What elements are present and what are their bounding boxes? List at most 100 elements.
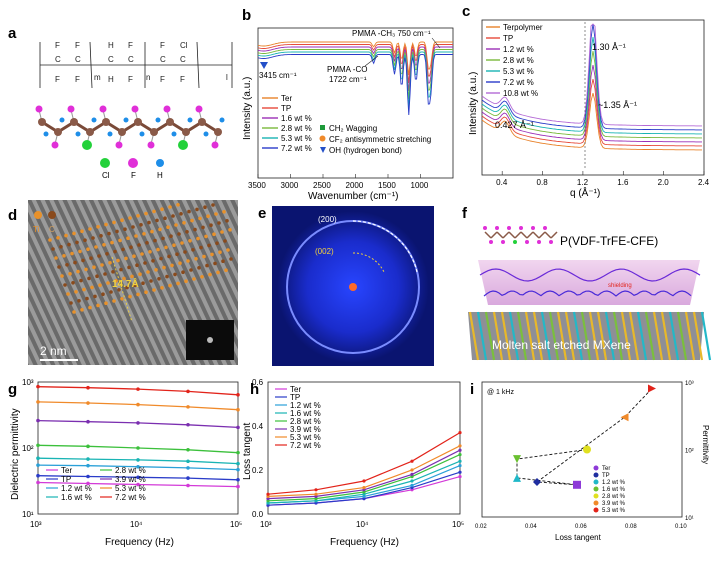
lattice-dot	[174, 223, 178, 227]
lattice-dot	[168, 283, 172, 288]
scatter-point	[620, 413, 629, 422]
lattice-dot	[119, 267, 123, 272]
x-axis-label-b: Wavenumber (cm⁻¹)	[308, 191, 398, 202]
lattice-dot	[112, 299, 116, 303]
data-point	[86, 419, 90, 424]
lattice-dot	[100, 263, 104, 267]
panel-label-d: d	[8, 207, 17, 224]
data-point	[362, 492, 366, 496]
lattice-dot	[197, 266, 201, 270]
atom-c	[118, 128, 126, 136]
lattice-dot	[65, 263, 69, 267]
svg-text:C: C	[75, 55, 81, 64]
anno-pmma-ch3: PMMA -CH₃ 750 cm⁻¹	[352, 29, 431, 38]
legend-label: TP	[602, 473, 610, 479]
lattice-dot	[160, 207, 164, 211]
tick-label-g: 10¹	[22, 510, 34, 519]
lattice-dot	[72, 310, 76, 314]
legend-label: 7.2 wt %	[503, 78, 534, 87]
lattice-dot	[224, 268, 228, 273]
lattice-dot	[193, 227, 197, 232]
lattice-dot	[152, 209, 156, 214]
lattice-dot	[87, 276, 91, 281]
lattice-dot	[136, 292, 140, 297]
tick-label-g: 10²	[22, 444, 34, 453]
lattice-dot	[115, 229, 119, 234]
marker-circle	[319, 135, 326, 142]
marker-legend-b: CH₂ Wagging CF₂ antisymmetric stretching O…	[319, 124, 431, 155]
tick-label-b: 2500	[313, 181, 331, 190]
atom-h	[139, 131, 145, 137]
tick-label-g: 10³	[22, 378, 34, 387]
svg-text:C: C	[160, 55, 166, 64]
atom-h	[203, 131, 209, 137]
svg-text:C: C	[128, 55, 134, 64]
c-label: C	[49, 225, 55, 234]
legend-label: Ter	[281, 94, 292, 103]
lattice-dot	[188, 239, 192, 243]
svg-text:C: C	[180, 55, 186, 64]
lattice-dot	[208, 272, 212, 277]
tick-label-h: 10⁴	[356, 520, 369, 529]
oh-marker	[260, 62, 268, 69]
atom-c	[38, 118, 46, 126]
lattice-dot	[134, 234, 138, 238]
data-point	[236, 477, 240, 482]
saxs-series	[481, 79, 702, 147]
lattice-dot	[71, 281, 75, 285]
lattice-dot	[211, 203, 215, 207]
tick-label-c: 0.4	[496, 178, 508, 187]
chain-bond	[496, 231, 504, 239]
saxs-series	[481, 65, 702, 143]
svg-text:H: H	[108, 75, 114, 84]
lattice-dot	[54, 256, 58, 260]
data-point	[362, 494, 366, 498]
tick-label-g: 10⁵	[230, 520, 242, 529]
mxene-rod	[668, 311, 680, 361]
y-axis-label-b: Intensity (a.u.)	[242, 77, 253, 140]
legend-label: 10.8 wt %	[503, 89, 538, 98]
data-point	[86, 481, 90, 486]
lattice-dot	[189, 268, 193, 272]
plot-frame-i	[481, 381, 683, 518]
svg-text:F: F	[128, 41, 133, 50]
lattice-dot	[114, 279, 118, 283]
lattice-dot	[95, 274, 99, 279]
lattice-dot	[86, 247, 90, 251]
data-point	[136, 446, 140, 450]
lattice-dot	[203, 205, 207, 209]
plot-frame-b	[257, 27, 454, 179]
tick-label-b: 1000	[411, 181, 429, 190]
legend-swatch	[593, 479, 599, 485]
lattice-dot	[183, 250, 187, 254]
tick-label-g: 10³	[30, 520, 42, 529]
data-point	[458, 470, 462, 474]
lattice-dot	[130, 274, 134, 279]
lattice-dot	[56, 236, 60, 240]
data-point	[186, 447, 190, 452]
lattice-dot	[60, 274, 64, 278]
legend-label: 2.8 wt %	[602, 494, 626, 500]
lattice-dot	[151, 259, 155, 263]
legend-label: 2.8 wt %	[115, 466, 146, 475]
data-point	[458, 444, 462, 448]
data-point	[314, 501, 318, 505]
lattice-dot	[157, 277, 161, 281]
plane-200: (200)	[318, 215, 337, 224]
lattice-dot	[144, 290, 148, 295]
mxene-rod	[620, 311, 632, 361]
data-point	[314, 497, 318, 501]
mxene-rod	[548, 311, 560, 361]
lattice-dot	[76, 269, 80, 274]
atom	[131, 105, 139, 113]
lattice-dot	[98, 283, 102, 288]
legend-label: 3.9 wt %	[602, 501, 626, 507]
mxene-rod	[564, 311, 576, 361]
distance-label: 14.7Å	[112, 277, 139, 290]
legend-label: Ter	[290, 385, 301, 394]
lattice-dot	[88, 305, 92, 310]
atom-c	[214, 128, 222, 136]
atom-c	[70, 118, 78, 126]
